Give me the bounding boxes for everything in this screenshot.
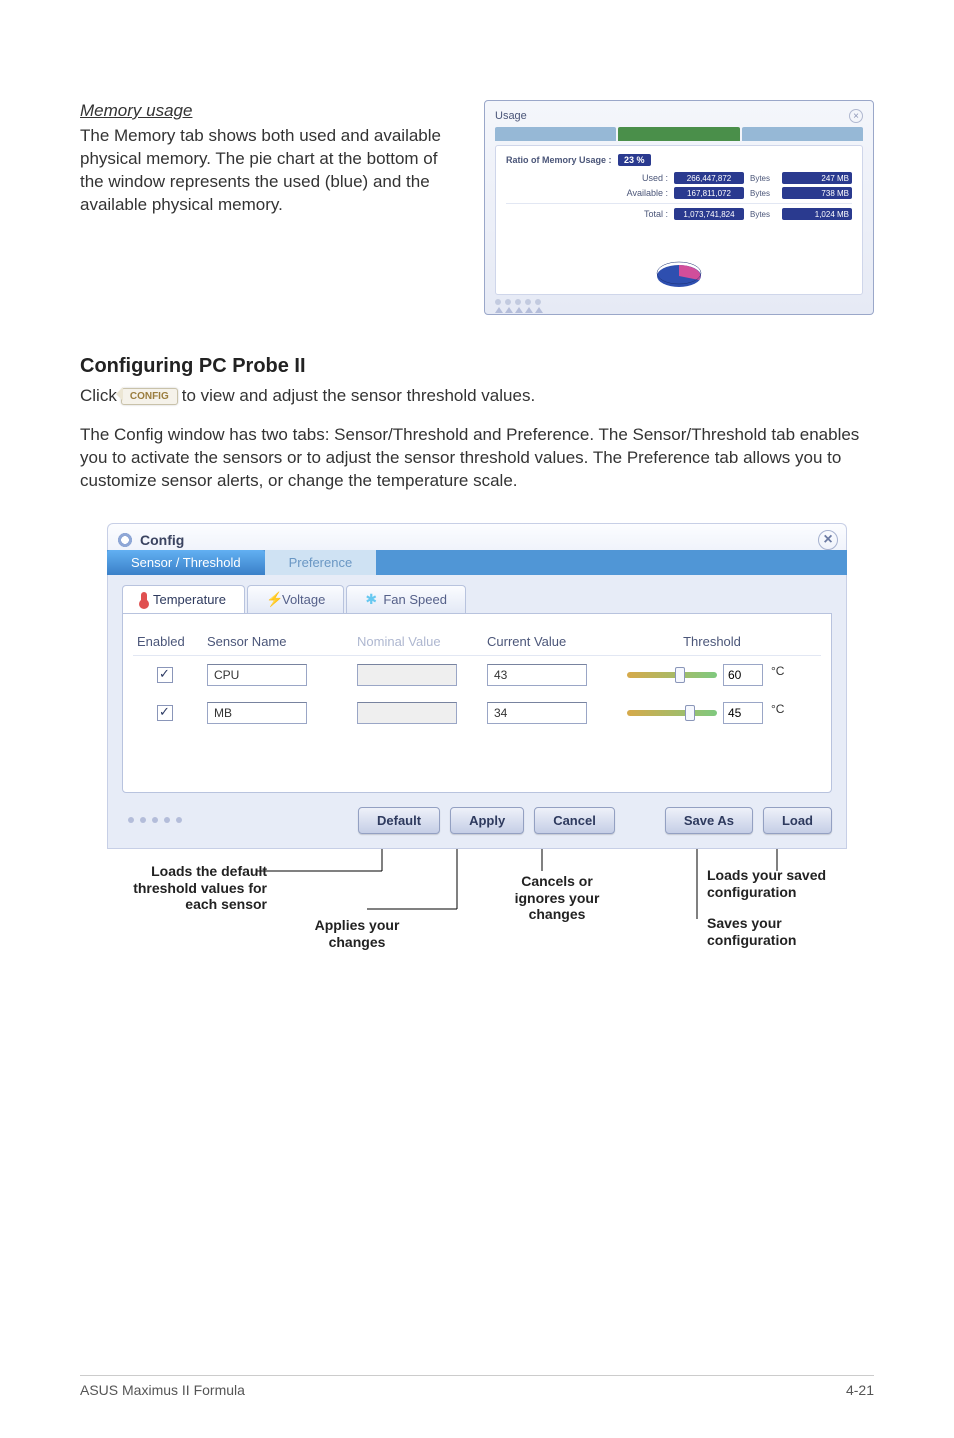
close-icon[interactable]: ×: [818, 530, 838, 550]
used-bytes: 266,447,872: [674, 172, 744, 184]
tab-preference[interactable]: Preference: [265, 550, 377, 575]
config-window: Config × Sensor / Threshold Preference T…: [107, 523, 847, 849]
click-prefix: Click: [80, 386, 117, 406]
avail-mb: 738 MB: [782, 187, 852, 199]
memory-pie-icon: [654, 258, 704, 288]
config-description: The Config window has two tabs: Sensor/T…: [80, 424, 874, 493]
subtab-fan[interactable]: ✱ Fan Speed: [346, 585, 466, 613]
default-button[interactable]: Default: [358, 807, 440, 834]
gear-icon: [116, 531, 134, 549]
used-mb: 247 MB: [782, 172, 852, 184]
unit-label: °C: [771, 664, 784, 678]
mem-tab-active[interactable]: [618, 127, 739, 141]
footer-left: ASUS Maximus II Formula: [80, 1382, 245, 1398]
avail-unit: Bytes: [750, 189, 776, 198]
subtab-fan-label: Fan Speed: [383, 592, 447, 607]
memory-usage-heading: Memory usage: [80, 100, 464, 123]
current-input: [487, 702, 587, 724]
total-label: Total :: [618, 209, 668, 219]
subtab-voltage[interactable]: ⚡ Voltage: [247, 585, 344, 613]
cancel-button[interactable]: Cancel: [534, 807, 615, 834]
footer-right: 4-21: [846, 1382, 874, 1398]
col-nominal: Nominal Value: [357, 634, 487, 649]
used-label: Used :: [618, 173, 668, 183]
subtab-temperature-label: Temperature: [153, 592, 226, 607]
col-sensor-name: Sensor Name: [207, 634, 357, 649]
enabled-checkbox[interactable]: [157, 667, 173, 683]
col-current: Current Value: [487, 634, 627, 649]
close-icon[interactable]: ×: [849, 109, 863, 123]
nominal-input: [357, 664, 457, 686]
window-title: Config: [140, 532, 184, 548]
voltage-icon: ⚡: [266, 592, 276, 606]
col-threshold: Threshold: [627, 634, 797, 649]
col-enabled: Enabled: [137, 634, 207, 649]
thermometer-icon: [141, 592, 147, 606]
ratio-value: 23 %: [618, 154, 651, 166]
used-unit: Bytes: [750, 174, 776, 183]
tab-sensor-threshold[interactable]: Sensor / Threshold: [107, 550, 265, 575]
anno-default: Loads the defaultthreshold values foreac…: [107, 863, 267, 913]
usage-title: Usage: [495, 110, 527, 122]
slider-thumb[interactable]: [685, 705, 695, 721]
table-row: °C: [133, 694, 821, 732]
current-input: [487, 664, 587, 686]
load-button[interactable]: Load: [763, 807, 832, 834]
total-mb: 1,024 MB: [782, 208, 852, 220]
avail-label: Available :: [618, 188, 668, 198]
sensor-name-input[interactable]: [207, 702, 307, 724]
unit-label: °C: [771, 702, 784, 716]
threshold-slider[interactable]: [627, 710, 717, 716]
subtab-temperature[interactable]: Temperature: [122, 585, 245, 613]
anno-load: Loads your savedconfiguration: [707, 867, 867, 901]
mem-tab[interactable]: [742, 127, 863, 141]
anno-cancel: Cancels orignores yourchanges: [487, 873, 627, 923]
sensor-name-input[interactable]: [207, 664, 307, 686]
ratio-label: Ratio of Memory Usage :: [506, 155, 612, 165]
mem-tab[interactable]: [495, 127, 616, 141]
threshold-slider[interactable]: [627, 672, 717, 678]
table-row: °C: [133, 656, 821, 694]
memory-usage-panel: Usage × Ratio of Memory Usage : 23 % Use…: [484, 100, 874, 315]
memory-usage-paragraph: The Memory tab shows both used and avail…: [80, 125, 464, 217]
total-bytes: 1,073,741,824: [674, 208, 744, 220]
configuring-heading: Configuring PC Probe II: [80, 355, 874, 378]
anno-apply: Applies yourchanges: [277, 917, 437, 951]
nominal-input: [357, 702, 457, 724]
click-suffix: to view and adjust the sensor threshold …: [182, 386, 535, 406]
apply-button[interactable]: Apply: [450, 807, 524, 834]
slider-thumb[interactable]: [675, 667, 685, 683]
total-unit: Bytes: [750, 210, 776, 219]
threshold-input[interactable]: [723, 702, 763, 724]
config-button-inline[interactable]: CONFIG: [121, 388, 178, 405]
save-as-button[interactable]: Save As: [665, 807, 753, 834]
fan-icon: ✱: [365, 593, 377, 605]
subtab-voltage-label: Voltage: [282, 592, 325, 607]
threshold-input[interactable]: [723, 664, 763, 686]
enabled-checkbox[interactable]: [157, 705, 173, 721]
avail-bytes: 167,811,072: [674, 187, 744, 199]
anno-saveas: Saves yourconfiguration: [707, 915, 867, 949]
